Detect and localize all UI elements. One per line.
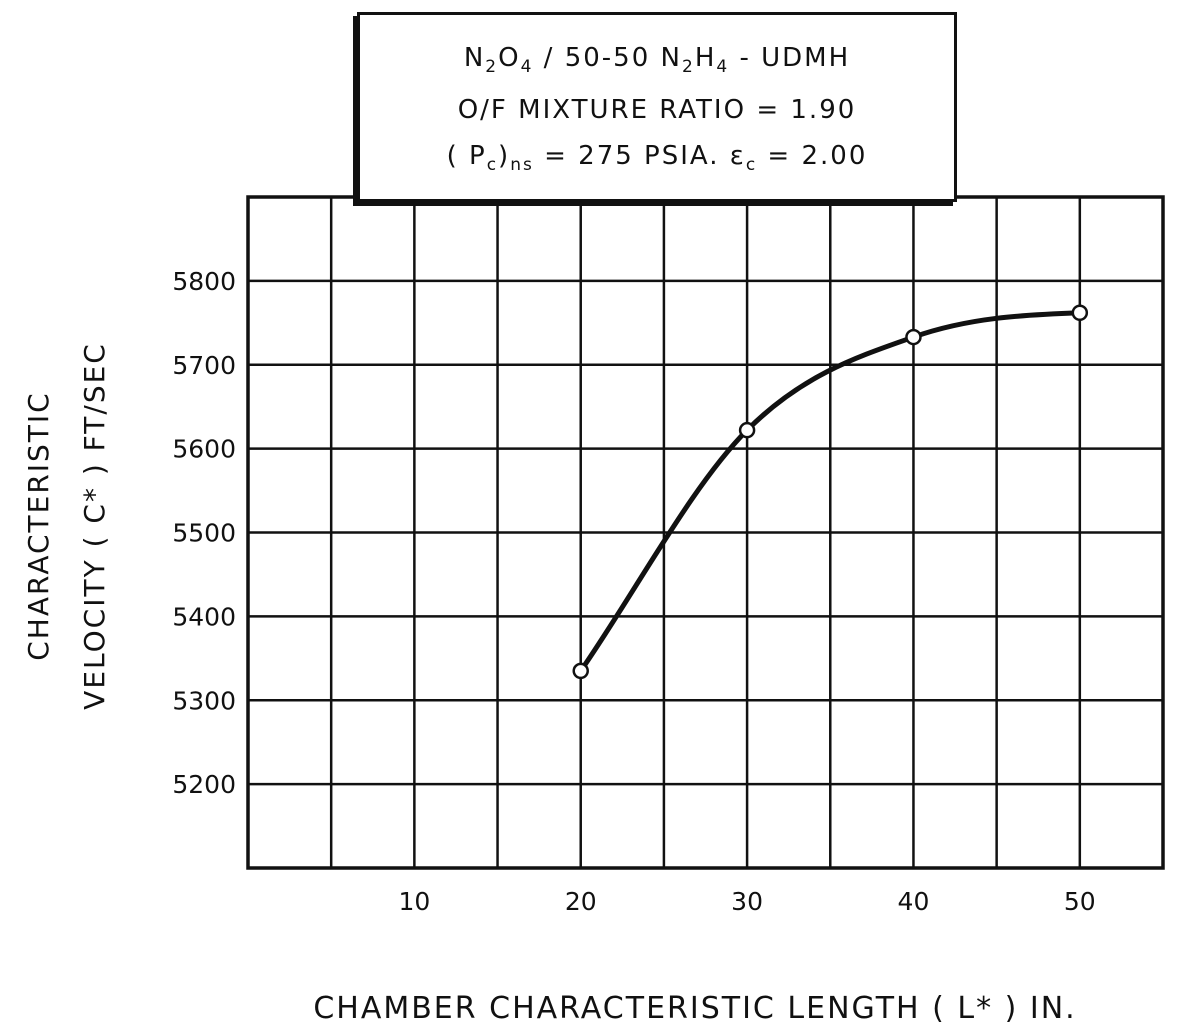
subscript-text: ns [510, 155, 534, 176]
data-point [905, 328, 922, 346]
chart-title-line-2: O/F MIXTURE RATIO = 1.90 [360, 95, 954, 125]
y-tick-label: 5200 [172, 770, 236, 799]
data-point [572, 662, 589, 680]
title-text: - UDMH [729, 43, 851, 73]
title-text: O/F MIXTURE RATIO = 1.90 [457, 95, 857, 125]
y-tick-label: 5700 [172, 351, 236, 380]
grid [248, 197, 1163, 868]
title-text: ) [498, 141, 511, 171]
x-tick-label: 40 [898, 887, 930, 916]
subscript-text: c [745, 155, 758, 176]
subscript-text: 2 [485, 57, 499, 78]
data-series [572, 304, 1089, 680]
title-text: H [694, 43, 717, 73]
x-axis-ticks: 10 20 30 40 50 [398, 887, 1095, 916]
subscript-text: c [486, 155, 499, 176]
title-text: = 275 PSIA. ε [533, 141, 746, 171]
x-tick-label: 20 [565, 887, 597, 916]
y-axis-label-line-2: VELOCITY ( C* ) FT/SEC [78, 342, 111, 710]
data-point [738, 421, 756, 439]
chart-title-line-1: N2O4 / 50-50 N2H4 - UDMH [360, 43, 954, 77]
chart-title-box: N2O4 / 50-50 N2H4 - UDMH O/F MIXTURE RAT… [357, 12, 957, 202]
y-axis-label-line-1: CHARACTERISTIC [22, 391, 55, 661]
y-tick-label: 5400 [172, 602, 236, 631]
chart-title-line-3: ( Pc)ns = 275 PSIA. εc = 2.00 [360, 141, 954, 175]
x-tick-label: 10 [398, 887, 430, 916]
x-axis-label: CHAMBER CHARACTERISTIC LENGTH ( L* ) IN. [313, 991, 1076, 1026]
y-tick-label: 5600 [172, 435, 236, 464]
title-text: O [498, 43, 521, 73]
title-text: N [463, 43, 486, 73]
y-axis-ticks: 5200 5300 5400 5500 5600 5700 5800 [172, 267, 236, 799]
subscript-text: 2 [681, 57, 695, 78]
y-tick-label: 5300 [172, 686, 236, 715]
series-line [578, 310, 1080, 673]
title-text: / 50-50 N [533, 43, 682, 73]
y-tick-label: 5800 [172, 267, 236, 296]
data-point [1071, 304, 1089, 321]
title-text: = 2.00 [757, 141, 868, 171]
x-tick-label: 50 [1064, 887, 1096, 916]
subscript-text: 4 [716, 57, 730, 78]
y-tick-label: 5500 [172, 519, 236, 548]
x-tick-label: 30 [731, 887, 763, 916]
title-text: ( P [446, 141, 487, 171]
subscript-text: 4 [520, 57, 534, 78]
